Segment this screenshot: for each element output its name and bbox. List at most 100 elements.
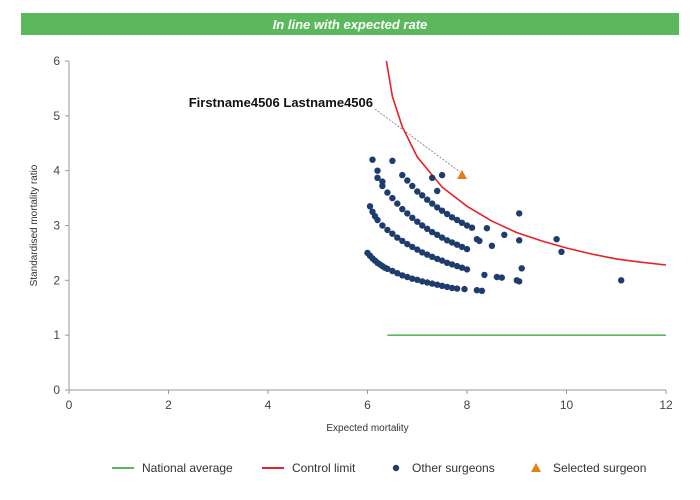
other-surgeon-point	[516, 278, 523, 285]
other-surgeon-point	[476, 237, 483, 245]
other-surgeon-point	[409, 243, 416, 251]
other-surgeon-point	[501, 231, 508, 238]
other-surgeon-point	[463, 222, 471, 229]
other-surgeon-point	[419, 278, 426, 285]
other-surgeon-point	[516, 210, 523, 217]
other-surgeon-point	[366, 203, 374, 210]
other-surgeon-point	[399, 171, 406, 179]
other-surgeon-point	[429, 174, 436, 181]
other-surgeon-point	[463, 245, 471, 253]
other-surgeon-point	[409, 182, 416, 190]
other-surgeon-point	[379, 182, 386, 190]
other-surgeon-point	[419, 222, 426, 229]
chart-title: In line with expected rate	[272, 16, 428, 32]
other-surgeon-point	[374, 216, 381, 224]
x-tick-label: 6	[364, 398, 371, 412]
selected-surgeon-annotation: Firstname4506 Lastname4506	[189, 95, 461, 173]
other-surgeon-point	[424, 251, 431, 258]
other-surgeon-point	[399, 237, 406, 245]
other-surgeon-point	[429, 253, 436, 260]
other-surgeon-point	[389, 230, 396, 237]
y-tick-label: 1	[53, 328, 60, 342]
x-tick-label: 4	[265, 398, 272, 412]
other-surgeon-point	[458, 219, 466, 226]
legend-other-surgeons-swatch	[392, 464, 400, 472]
control-limit-series	[385, 60, 667, 266]
other-surgeon-point	[379, 222, 386, 229]
other-surgeon-point	[443, 259, 451, 266]
other-surgeon-point	[473, 287, 481, 294]
x-tick-label: 8	[464, 398, 471, 412]
x-tick-label: 10	[560, 398, 574, 412]
other-surgeon-point	[443, 210, 451, 218]
other-surgeon-point	[409, 214, 416, 221]
other-surgeon-point	[458, 264, 466, 271]
other-surgeon-point	[448, 261, 456, 268]
other-surgeon-point	[434, 204, 441, 211]
other-surgeon-point	[429, 280, 436, 287]
other-surgeon-point	[374, 167, 381, 174]
other-surgeon-point	[438, 257, 446, 264]
legend-other-surgeons-label: Other surgeons	[412, 461, 495, 475]
other-surgeon-point	[429, 228, 436, 236]
other-surgeon-point	[448, 239, 456, 246]
y-tick-label: 0	[53, 383, 60, 397]
other-surgeon-point	[394, 270, 401, 277]
annotation-leader-line	[374, 108, 461, 173]
other-surgeon-point	[419, 192, 426, 199]
other-surgeon-point	[389, 157, 396, 164]
other-surgeon-point	[448, 284, 456, 292]
other-surgeon-point	[424, 279, 431, 286]
legend-national-average-label: National average	[142, 461, 233, 475]
x-tick-label: 2	[165, 398, 172, 412]
y-tick-label: 2	[53, 273, 60, 287]
other-surgeon-point	[384, 265, 391, 272]
other-surgeon-point	[384, 226, 391, 234]
other-surgeon-point	[414, 276, 421, 283]
other-surgeon-point	[438, 282, 446, 289]
other-surgeon-point	[404, 273, 411, 281]
control-limit-curve	[385, 60, 667, 266]
legend-item-control-limit: Control limit	[262, 461, 356, 475]
other-surgeon-point	[483, 225, 491, 232]
other-surgeon-point	[488, 242, 496, 249]
other-surgeon-point	[448, 214, 456, 221]
other-surgeon-point	[414, 246, 421, 253]
other-surgeon-point	[414, 218, 421, 225]
y-tick-label: 5	[53, 109, 60, 123]
other-surgeon-point	[399, 272, 406, 279]
legend: National average Control limit Other sur…	[112, 461, 646, 475]
other-surgeon-point	[394, 200, 401, 207]
selected-surgeon-point	[457, 170, 468, 180]
other-surgeon-point	[434, 231, 441, 238]
other-surgeon-point	[518, 265, 525, 272]
x-axis-ticks: 0 2 4 6 8 10 12	[66, 390, 673, 412]
axes	[68, 61, 666, 391]
other-surgeon-point	[369, 156, 376, 163]
other-surgeon-point	[478, 287, 486, 294]
y-tick-label: 4	[53, 164, 60, 178]
other-surgeon-point	[434, 281, 441, 288]
other-surgeon-point	[374, 174, 381, 181]
legend-item-other-surgeons: Other surgeons	[392, 461, 495, 475]
y-axis-label: Standardised mortality ratio	[29, 164, 40, 286]
legend-control-limit-label: Control limit	[292, 461, 356, 475]
other-surgeon-point	[468, 224, 476, 231]
other-surgeon-point	[443, 283, 451, 291]
other-surgeon-point	[438, 234, 446, 241]
x-tick-label: 0	[66, 398, 73, 412]
other-surgeon-point	[443, 237, 451, 244]
other-surgeon-point	[438, 207, 446, 214]
other-surgeons-series	[364, 156, 625, 294]
legend-item-national-average: National average	[112, 461, 233, 475]
other-surgeon-point	[463, 266, 471, 273]
other-surgeon-point	[389, 194, 396, 202]
other-surgeon-point	[434, 187, 441, 195]
other-surgeon-point	[516, 237, 523, 244]
other-surgeon-point	[438, 171, 446, 179]
y-tick-label: 3	[53, 219, 60, 233]
other-surgeon-point	[493, 273, 501, 281]
legend-selected-surgeon-swatch	[531, 463, 541, 472]
selected-surgeon-label: Firstname4506 Lastname4506	[189, 95, 373, 110]
